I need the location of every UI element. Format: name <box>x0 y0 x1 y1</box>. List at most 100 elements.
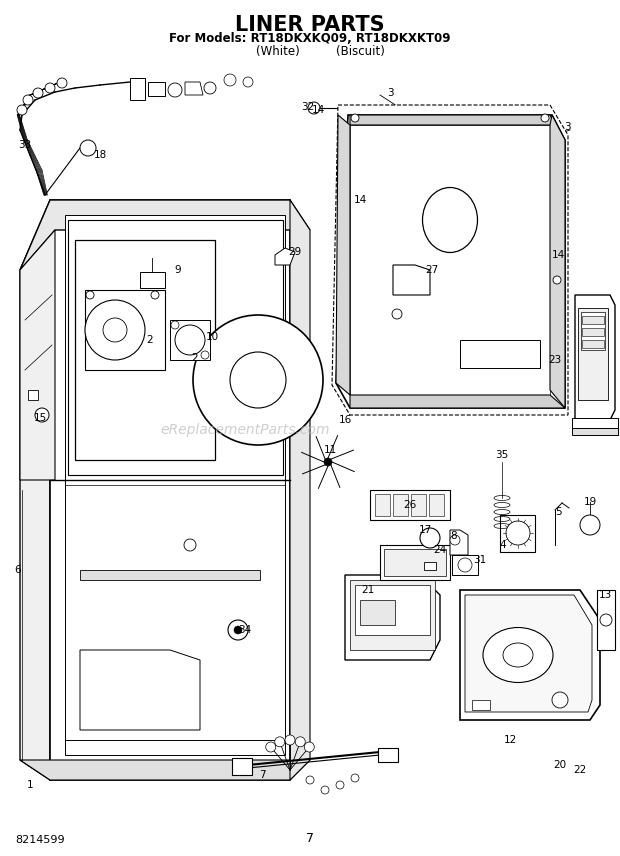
Text: 11: 11 <box>324 445 337 455</box>
Polygon shape <box>85 290 165 370</box>
Circle shape <box>151 291 159 299</box>
Polygon shape <box>232 758 252 775</box>
Text: 3: 3 <box>564 122 570 132</box>
Polygon shape <box>500 515 535 552</box>
Text: 16: 16 <box>339 415 352 425</box>
Text: 27: 27 <box>425 265 438 275</box>
Polygon shape <box>68 220 283 475</box>
Text: 14: 14 <box>551 250 565 260</box>
Polygon shape <box>75 240 215 460</box>
Polygon shape <box>290 200 310 780</box>
Circle shape <box>450 535 460 545</box>
Circle shape <box>184 539 196 551</box>
Circle shape <box>33 88 43 98</box>
Circle shape <box>230 352 286 408</box>
Polygon shape <box>452 555 478 575</box>
Polygon shape <box>20 200 50 780</box>
Polygon shape <box>465 595 592 712</box>
Polygon shape <box>582 328 604 336</box>
Circle shape <box>243 77 253 87</box>
Text: 21: 21 <box>361 585 374 595</box>
Text: 3: 3 <box>387 88 393 98</box>
Polygon shape <box>597 590 615 650</box>
Circle shape <box>175 325 205 355</box>
Circle shape <box>171 321 179 329</box>
Text: 8: 8 <box>451 531 458 541</box>
Text: (White): (White) <box>256 45 300 58</box>
Circle shape <box>57 78 67 88</box>
Polygon shape <box>275 248 295 265</box>
Text: 35: 35 <box>495 450 508 460</box>
Circle shape <box>458 558 472 572</box>
Text: 9: 9 <box>175 265 181 275</box>
Polygon shape <box>582 340 604 348</box>
Circle shape <box>351 774 359 782</box>
Polygon shape <box>350 395 565 408</box>
Text: 26: 26 <box>404 500 417 510</box>
Circle shape <box>275 737 285 746</box>
Circle shape <box>506 521 530 545</box>
Polygon shape <box>20 230 55 480</box>
Text: 34: 34 <box>238 625 252 635</box>
Text: 20: 20 <box>554 760 567 770</box>
Polygon shape <box>550 115 565 408</box>
Circle shape <box>308 102 320 114</box>
Polygon shape <box>370 490 450 520</box>
Circle shape <box>336 781 344 789</box>
Polygon shape <box>336 115 565 408</box>
Text: 2: 2 <box>192 353 198 363</box>
Circle shape <box>600 614 612 626</box>
Polygon shape <box>578 308 608 400</box>
Circle shape <box>306 776 314 784</box>
Text: 29: 29 <box>288 247 301 257</box>
Circle shape <box>85 300 145 360</box>
Polygon shape <box>336 115 350 395</box>
Polygon shape <box>50 200 290 780</box>
Text: 17: 17 <box>418 525 432 535</box>
Polygon shape <box>80 570 260 580</box>
Circle shape <box>321 786 329 794</box>
Ellipse shape <box>422 187 477 253</box>
Circle shape <box>234 626 242 634</box>
Circle shape <box>86 291 94 299</box>
Polygon shape <box>393 494 408 516</box>
Circle shape <box>324 458 332 466</box>
Text: LINER PARTS: LINER PARTS <box>235 15 385 35</box>
Polygon shape <box>460 340 540 368</box>
Circle shape <box>224 74 236 86</box>
Text: 7: 7 <box>259 770 265 780</box>
Polygon shape <box>380 545 450 580</box>
Polygon shape <box>472 700 490 710</box>
Ellipse shape <box>483 627 553 682</box>
Text: 4: 4 <box>500 540 507 550</box>
Text: 8214599: 8214599 <box>15 835 64 845</box>
Circle shape <box>552 692 568 708</box>
Polygon shape <box>345 575 440 660</box>
Polygon shape <box>350 115 555 125</box>
Polygon shape <box>130 78 145 100</box>
Text: 31: 31 <box>474 555 487 565</box>
Text: 5: 5 <box>555 507 561 517</box>
Text: 14: 14 <box>353 195 366 205</box>
Polygon shape <box>20 200 310 270</box>
Text: 24: 24 <box>433 545 446 555</box>
Circle shape <box>553 276 561 284</box>
Polygon shape <box>572 418 618 428</box>
Text: For Models: RT18DKXKQ09, RT18DKXKT09: For Models: RT18DKXKQ09, RT18DKXKT09 <box>169 32 451 45</box>
Polygon shape <box>572 428 618 435</box>
Polygon shape <box>424 562 436 570</box>
Polygon shape <box>80 650 200 730</box>
Text: 33: 33 <box>19 140 32 150</box>
Text: 2: 2 <box>147 335 153 345</box>
Polygon shape <box>393 265 430 295</box>
Polygon shape <box>20 760 310 780</box>
Polygon shape <box>140 272 165 288</box>
Text: 23: 23 <box>548 355 562 365</box>
Polygon shape <box>460 590 600 720</box>
Circle shape <box>80 140 96 156</box>
Polygon shape <box>411 494 426 516</box>
Text: 13: 13 <box>598 590 611 600</box>
Polygon shape <box>350 125 550 395</box>
Circle shape <box>541 114 549 122</box>
Ellipse shape <box>503 643 533 667</box>
